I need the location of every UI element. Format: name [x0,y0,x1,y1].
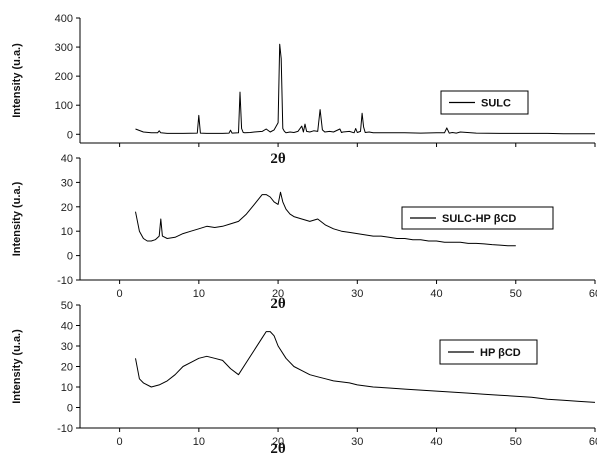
y-tick-label: 0 [67,403,73,415]
y-tick-label: -10 [57,423,73,435]
y-tick-label: 200 [55,71,73,83]
y-tick-label: 100 [55,100,73,112]
x-tick-label: 50 [510,436,522,448]
legend-box [401,206,554,230]
x-tick-label: 30 [351,436,363,448]
y-axis-label: Intensity (u.a.) [11,181,23,256]
x-tick-label: 0 [117,436,123,448]
y-tick-label: 20 [61,202,73,214]
y-tick-label: 50 [61,300,73,312]
y-tick-label: -10 [57,275,73,287]
chart-panel-1: 0 100 200 300 400 Intensity (u.a.) 2θ SULC [11,13,596,167]
x-tick-label: 20 [272,436,284,448]
x-tick-label: 50 [510,288,522,300]
series-line [135,331,596,403]
x-tick-label: 40 [430,288,442,300]
y-tick-label: 30 [61,341,73,353]
y-tick-label: 10 [61,226,73,238]
x-axis-label: 2θ [270,441,286,457]
y-tick-label: 20 [61,362,73,374]
y-tick-label: 0 [67,129,73,141]
x-axis-label: 2θ [270,296,286,312]
y-tick-label: 300 [55,42,73,54]
legend-label: SULC [481,98,511,110]
y-tick-label: 30 [61,177,73,189]
legend-label: HP βCD [480,347,521,359]
y-tick-label: 40 [61,321,73,333]
x-tick-label: 30 [351,288,363,300]
y-axis-label: Intensity (u.a.) [11,43,23,118]
legend-box [440,90,529,115]
legend-label: SULC-HP βCD [442,213,516,225]
y-tick-label: 400 [55,13,73,25]
chart-panel-2: -10 0 10 20 30 40 0 10 20 30 40 50 60 Intensity (u.a.… [11,153,597,312]
x-axis-label: 2θ [270,151,286,167]
series-line [135,191,516,247]
y-tick-label: 40 [61,153,73,165]
chart-panel-3: -10 0 10 20 30 40 50 0 10 20 30 40 50 60 Intensity (u.… [11,300,597,457]
x-tick-label: 60 [589,436,597,448]
x-tick-label: 10 [193,288,205,300]
y-tick-label: 10 [61,382,73,394]
x-tick-label: 0 [117,288,123,300]
x-tick-label: 10 [193,436,205,448]
series-line [135,43,595,135]
x-tick-label: 40 [430,436,442,448]
x-tick-label: 20 [272,288,284,300]
y-tick-label: 0 [67,251,73,263]
x-tick-label: 60 [589,288,597,300]
y-axis-label: Intensity (u.a.) [11,329,23,404]
